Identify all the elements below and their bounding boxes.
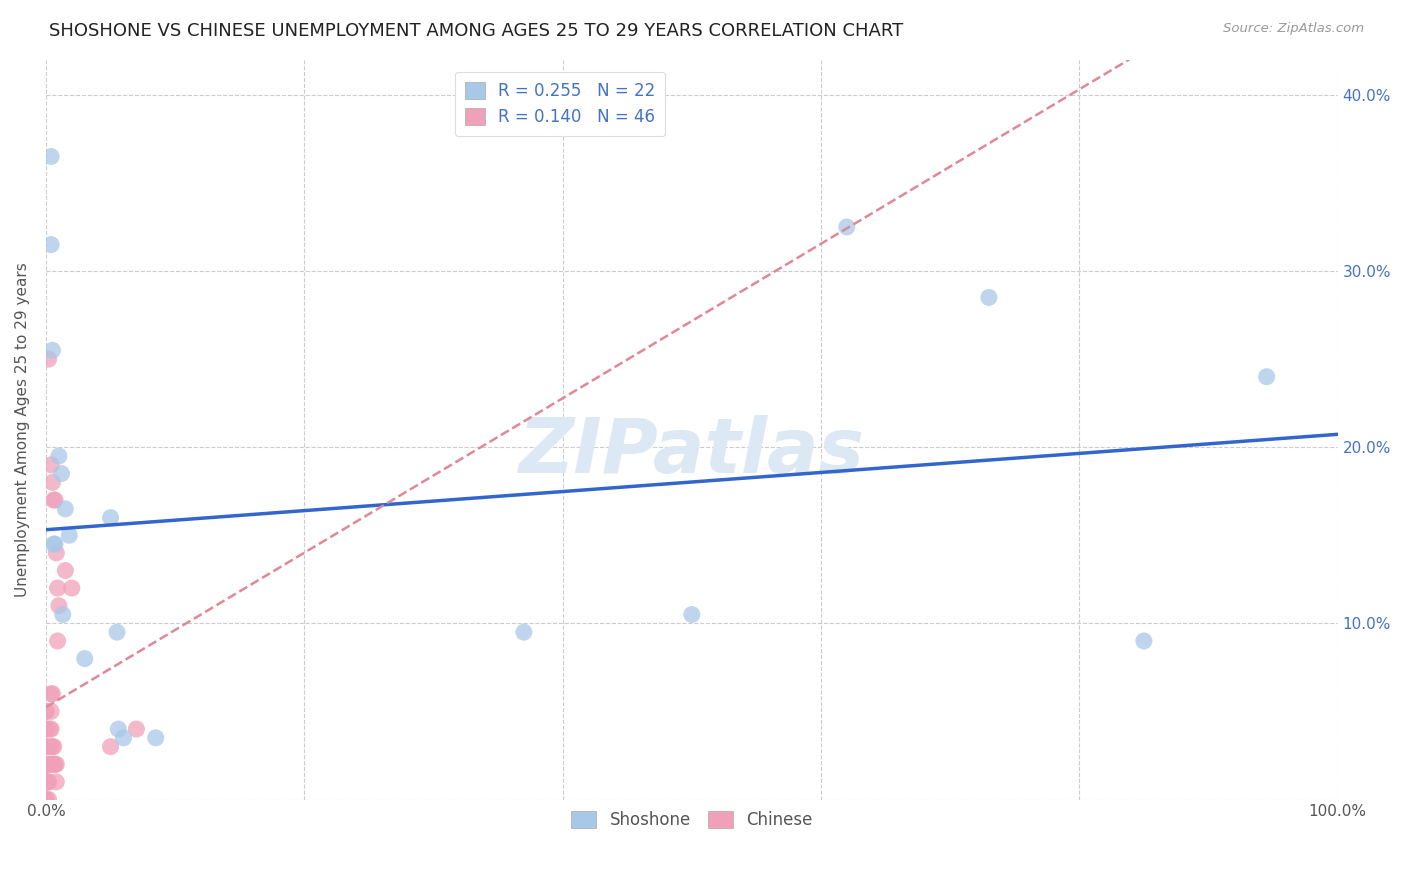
Point (44, 493, 66, 508)
Point (35, 722, 58, 736)
Point (145, 731, 167, 745)
Point (38, 352, 60, 367)
Point (44, 537, 66, 551)
Point (35, 739, 58, 754)
Point (41, 739, 63, 754)
Point (42, 493, 65, 508)
Point (48, 599, 70, 613)
Point (35, 739, 58, 754)
Point (38, 739, 60, 754)
Point (1256, 369, 1278, 384)
Point (42, 739, 65, 754)
Point (39, 458, 62, 472)
Point (46, 634, 69, 648)
Point (35, 792, 58, 806)
Point (1133, 634, 1156, 648)
Point (35, 722, 58, 736)
Text: Source: ZipAtlas.com: Source: ZipAtlas.com (1223, 22, 1364, 36)
Point (100, 739, 122, 754)
Point (35, 757, 58, 772)
Point (977, 290, 1000, 304)
Point (38, 722, 60, 736)
Point (60, 581, 83, 595)
Point (45, 546, 67, 560)
Point (53, 501, 76, 516)
Point (41, 687, 63, 701)
Point (125, 722, 148, 736)
Point (45, 757, 67, 772)
Point (35, 775, 58, 789)
Point (38, 757, 60, 772)
Point (41, 757, 63, 772)
Point (112, 731, 135, 745)
Point (38, 775, 60, 789)
Point (105, 625, 128, 640)
Point (35, 757, 58, 772)
Point (52, 607, 75, 622)
Point (513, 625, 536, 640)
Point (42, 757, 65, 772)
Text: SHOSHONE VS CHINESE UNEMPLOYMENT AMONG AGES 25 TO 29 YEARS CORRELATION CHART: SHOSHONE VS CHINESE UNEMPLOYMENT AMONG A… (49, 22, 904, 40)
Point (35, 775, 58, 789)
Point (39, 149, 62, 163)
Point (51, 467, 73, 481)
Text: ZIPatlas: ZIPatlas (519, 415, 865, 489)
Point (39, 687, 62, 701)
Point (58, 528, 80, 542)
Point (42, 537, 65, 551)
Point (39, 705, 62, 719)
Point (38, 757, 60, 772)
Point (35, 705, 58, 719)
Point (38, 775, 60, 789)
Point (835, 219, 858, 234)
Point (35, 792, 58, 806)
Point (39, 237, 62, 252)
Point (53, 564, 76, 578)
Point (35, 775, 58, 789)
Point (681, 607, 703, 622)
Legend: Shoshone, Chinese: Shoshone, Chinese (565, 804, 818, 836)
Point (107, 722, 129, 736)
Point (39, 722, 62, 736)
Point (35, 705, 58, 719)
Point (73, 651, 96, 665)
Point (35, 792, 58, 806)
Point (46, 581, 69, 595)
Point (44, 757, 66, 772)
Point (41, 475, 63, 490)
Point (35, 792, 58, 806)
Y-axis label: Unemployment Among Ages 25 to 29 years: Unemployment Among Ages 25 to 29 years (15, 262, 30, 597)
Point (41, 343, 63, 358)
Point (48, 449, 70, 463)
Point (45, 775, 67, 789)
Point (38, 792, 60, 806)
Point (100, 510, 122, 524)
